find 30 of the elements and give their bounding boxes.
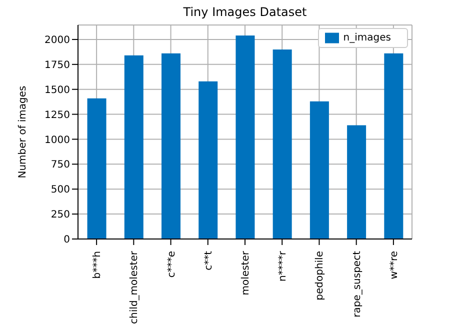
y-tick-label: 500 bbox=[50, 184, 70, 196]
bar bbox=[87, 98, 106, 239]
x-tick-label: n****r bbox=[278, 250, 289, 282]
x-tick-label: child_molester bbox=[129, 250, 140, 324]
y-tick-label: 0 bbox=[64, 234, 70, 246]
bar bbox=[162, 53, 180, 239]
y-tick-label: 1500 bbox=[44, 84, 70, 96]
y-tick-label: 2000 bbox=[44, 35, 70, 46]
bar bbox=[236, 35, 255, 239]
y-tick-label: 750 bbox=[50, 160, 70, 171]
bar bbox=[310, 101, 329, 239]
bar bbox=[384, 53, 404, 239]
x-tick-label: rape_suspect bbox=[352, 250, 363, 318]
y-tick-label: 250 bbox=[50, 210, 70, 221]
y-axis-title: Number of images bbox=[18, 86, 29, 178]
bar bbox=[347, 125, 366, 239]
x-tick-label: c***e bbox=[166, 251, 178, 278]
x-tick-label: molester bbox=[240, 250, 252, 296]
bar bbox=[124, 55, 144, 239]
x-tick-label: b***h bbox=[92, 251, 104, 279]
y-tick-label: 1000 bbox=[44, 134, 70, 146]
y-tick-label: 1250 bbox=[44, 110, 70, 121]
x-tick-label: pedophile bbox=[314, 251, 326, 300]
y-tick-label: 1750 bbox=[44, 60, 70, 71]
legend-label: n_images bbox=[343, 32, 391, 44]
chart-title: Tiny Images Dataset bbox=[182, 5, 308, 19]
x-tick-label: c**t bbox=[203, 250, 214, 270]
x-tick-label: w**re bbox=[388, 251, 400, 280]
bar bbox=[272, 49, 292, 239]
bar bbox=[198, 81, 218, 239]
